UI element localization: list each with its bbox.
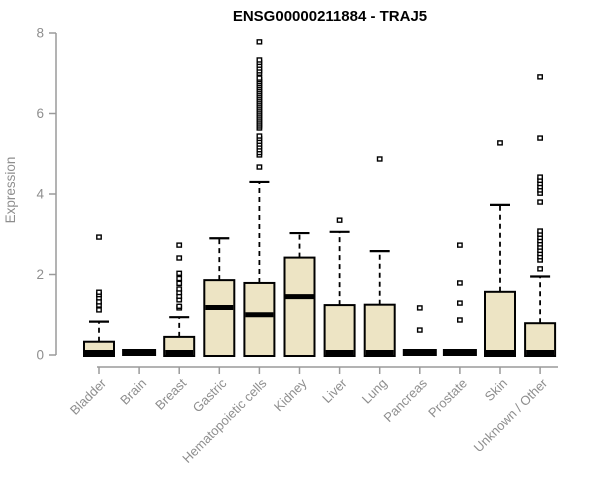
y-tick-label: 4: [36, 187, 44, 202]
outlier-point: [457, 317, 463, 323]
outlier-point: [537, 266, 544, 272]
outlier-point: [176, 270, 183, 276]
iqr-box: [203, 279, 236, 358]
iqr-box: [243, 281, 276, 358]
box-unknown-other: [524, 74, 557, 358]
outlier-point: [537, 74, 544, 80]
box-skin: [484, 140, 516, 357]
iqr-box: [323, 304, 356, 357]
x-tick-label-prostate: Prostate: [425, 376, 470, 421]
outlier-point: [176, 286, 183, 292]
iqr-box: [484, 290, 516, 357]
y-tick-label: 2: [36, 267, 44, 282]
outlier-point: [96, 307, 102, 313]
outlier-point: [256, 39, 263, 45]
outlier-point: [416, 305, 423, 311]
outlier-point: [96, 289, 102, 295]
outlier-point: [256, 57, 263, 63]
x-tick-label-bladder: Bladder: [67, 375, 110, 418]
outlier-point: [176, 303, 183, 309]
outlier-point: [336, 217, 343, 223]
box-pancreas: [402, 305, 437, 356]
outlier-point: [537, 228, 544, 234]
y-tick-label: 6: [36, 106, 44, 121]
outlier-point: [96, 234, 102, 240]
x-tick-label-lung: Lung: [359, 376, 390, 407]
x-tick-label-pancreas: Pancreas: [380, 375, 430, 425]
outlier-point: [457, 242, 463, 248]
outlier-point: [457, 300, 463, 306]
box-kidney: [283, 231, 316, 357]
box-lung: [363, 156, 396, 357]
x-tick-label-gastric: Gastric: [190, 375, 230, 415]
flat-box-pancreas: [402, 349, 437, 356]
box-breast: [163, 242, 196, 358]
outlier-point: [256, 164, 263, 170]
y-axis-label: Expression: [3, 157, 18, 224]
iqr-box: [283, 256, 316, 357]
outlier-point: [176, 280, 183, 287]
box-hematopoietic-cells: [243, 39, 276, 358]
outlier-point: [176, 275, 183, 282]
boxes-group: [83, 39, 557, 358]
x-tick-label-kidney: Kidney: [271, 375, 310, 414]
box-prostate: [442, 242, 477, 356]
y-tick-label: 8: [36, 26, 44, 41]
outlier-point: [256, 133, 263, 139]
outlier-point: [176, 255, 183, 261]
y-tick-label: 0: [36, 348, 44, 363]
outlier-point: [537, 174, 544, 180]
outlier-point: [457, 280, 463, 286]
outlier-point: [537, 199, 544, 205]
box-bladder: [83, 234, 115, 357]
outlier-point: [376, 156, 383, 162]
box-gastric: [203, 237, 236, 358]
outlier-point: [416, 327, 423, 333]
iqr-box: [363, 303, 396, 357]
outlier-point: [497, 140, 503, 146]
x-tick-label-skin: Skin: [482, 376, 510, 404]
x-tick-label-brain: Brain: [117, 376, 149, 408]
x-tick-label-liver: Liver: [319, 375, 350, 406]
flat-box-prostate: [442, 349, 477, 356]
outlier-point: [256, 75, 263, 81]
flat-box-brain: [122, 349, 157, 356]
outlier-point: [537, 135, 544, 141]
box-liver: [323, 217, 356, 357]
box-brain: [122, 349, 157, 356]
chart-title: ENSG00000211884 - TRAJ5: [233, 8, 427, 25]
x-tick-label-breast: Breast: [152, 375, 189, 412]
outlier-point: [176, 242, 183, 248]
x-tick-label-unknown-other: Unknown / Other: [471, 375, 551, 455]
